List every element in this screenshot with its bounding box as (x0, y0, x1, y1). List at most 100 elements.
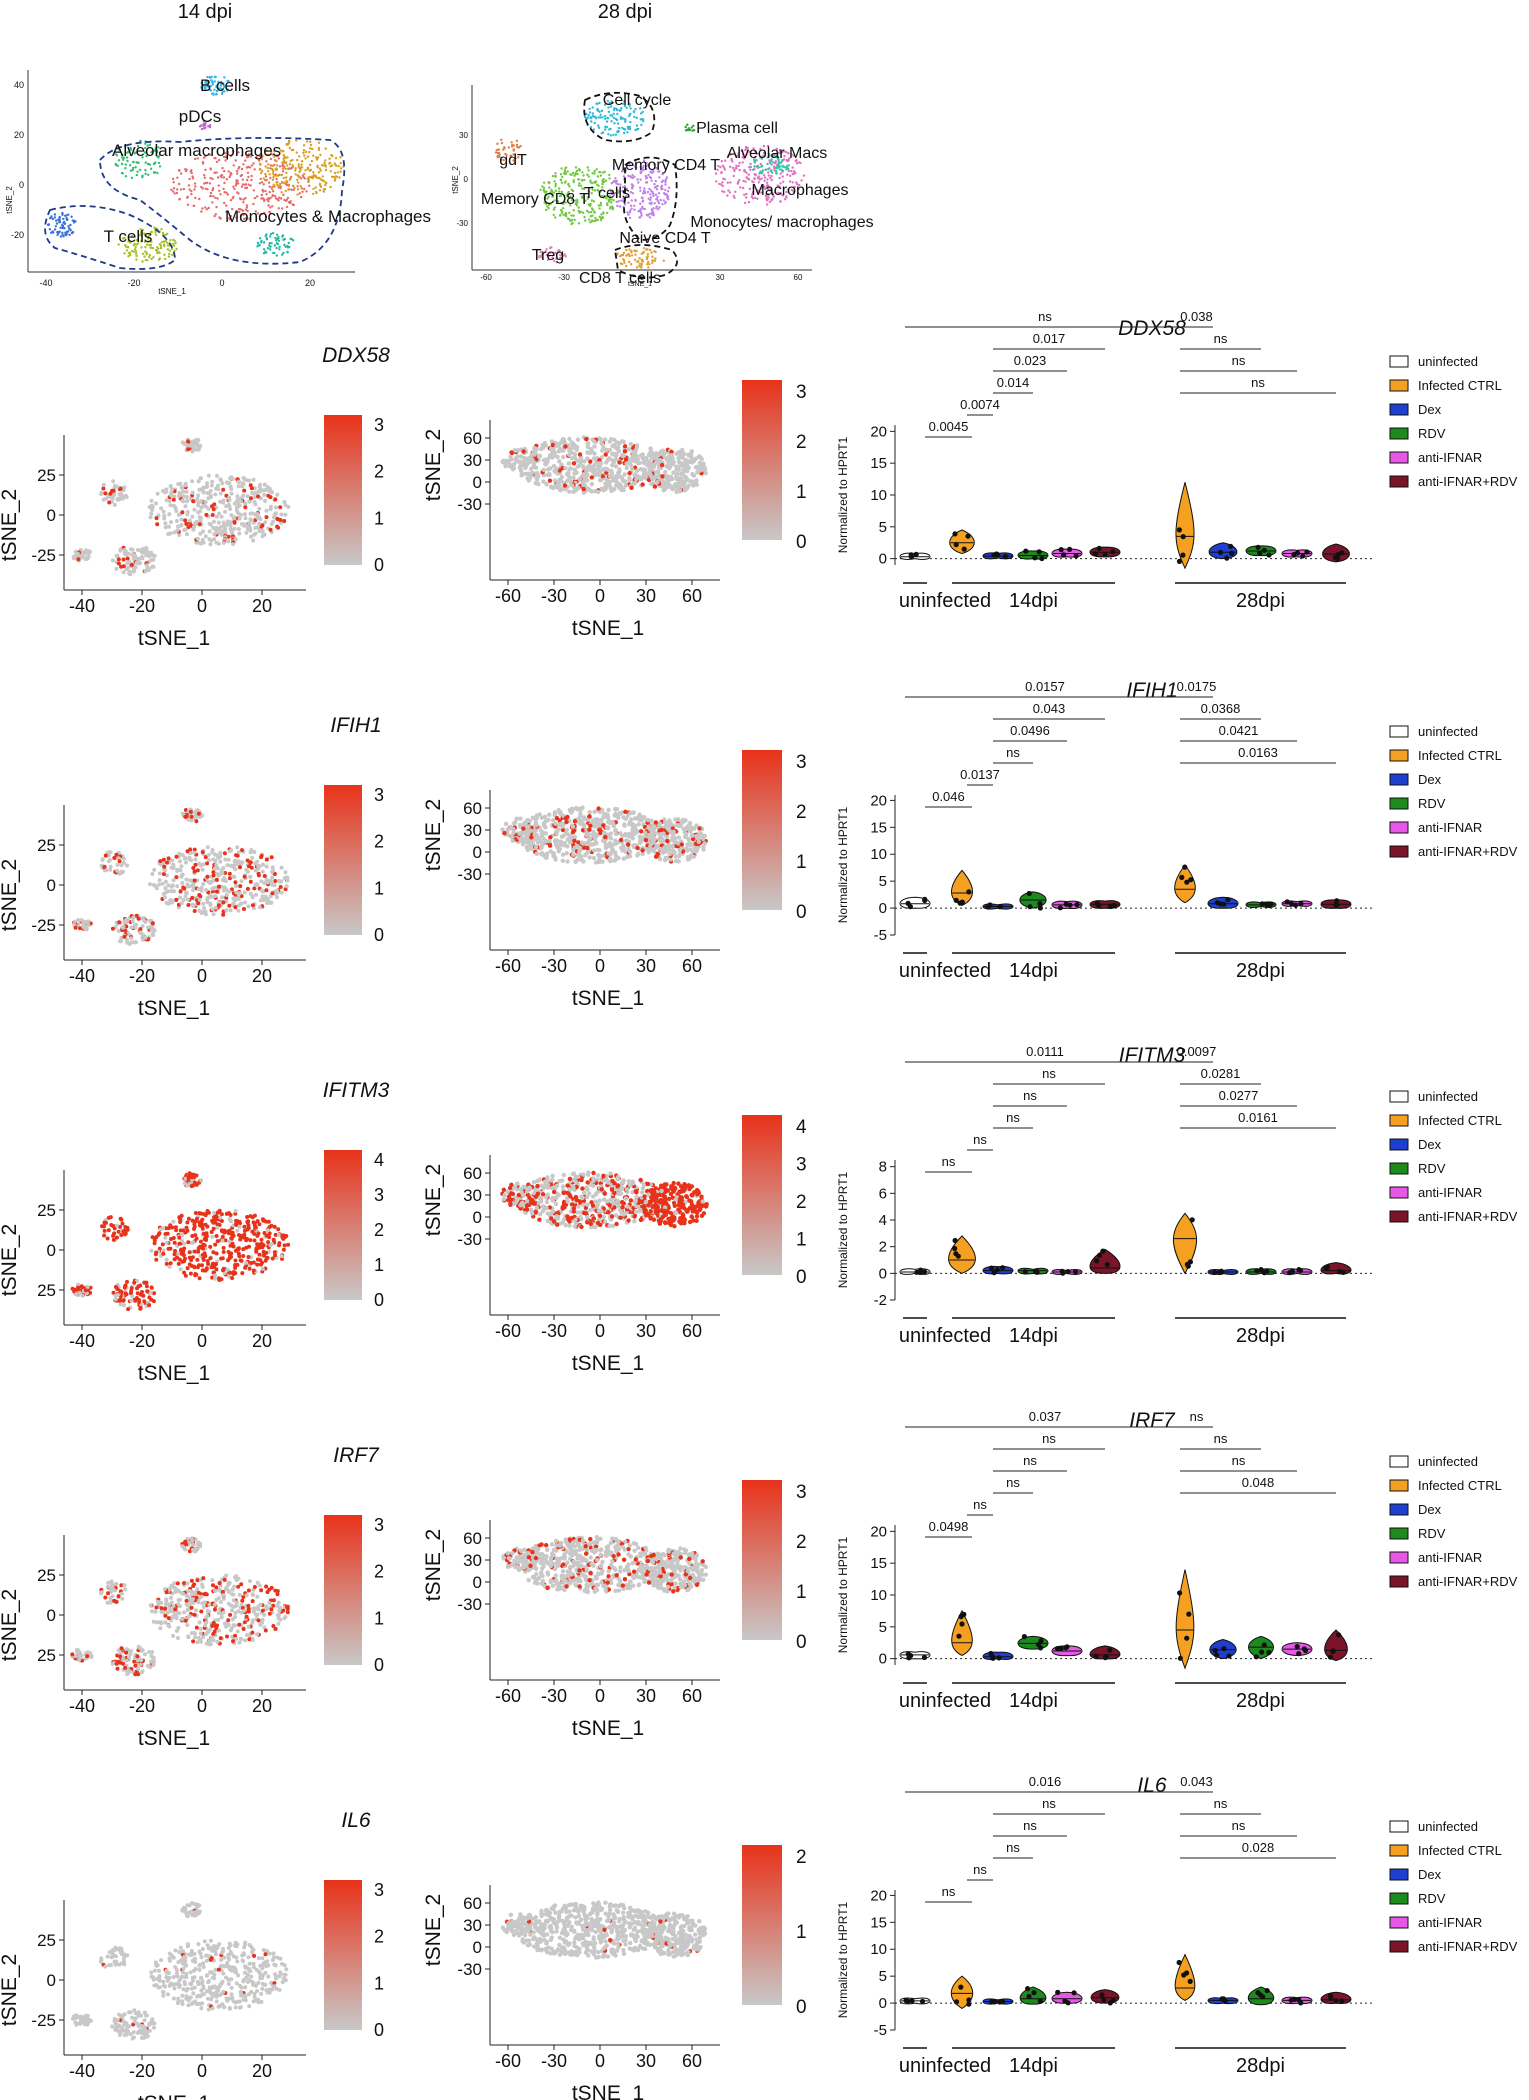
tsne14-cell-point (133, 553, 138, 558)
tsne28-cell-point (592, 451, 597, 456)
tsne14-cell-point (243, 501, 248, 506)
tsne28-cell-point (507, 462, 512, 468)
tsne14-cell-point (192, 869, 197, 874)
overview-28-cell-point (650, 201, 653, 204)
overview-28-cell-point (579, 184, 583, 187)
tsne14-cell-point (273, 497, 278, 502)
overview-14-cell-point (55, 219, 58, 222)
tsne14-cell-point (232, 859, 237, 864)
tsne28-cell-point (609, 488, 614, 494)
overview-14-cell-point (256, 245, 259, 248)
tsne14-cell-point (247, 864, 251, 869)
overview-14-cell-point (267, 170, 270, 173)
overview-14-cell-point (202, 122, 205, 126)
violin-point (1228, 543, 1234, 550)
overview-28-cell-point (600, 132, 603, 135)
overview-14-cell-point (223, 181, 226, 185)
overview-28-cell-point (633, 204, 636, 207)
tsne28-cell-point (585, 450, 590, 455)
overview-14-cell-point (324, 147, 327, 150)
tsne28-cell-point (640, 452, 645, 457)
overview-14-cell-point (200, 81, 203, 85)
overview-14-cell-point (282, 149, 285, 153)
overview-14-cell-point (265, 233, 268, 236)
overview-28-cell-point (624, 264, 628, 268)
overview-14-cell-point (59, 235, 63, 238)
overview-28-cell-point (560, 181, 564, 184)
tsne14-cell-point (210, 479, 215, 484)
overview-28-cell-point (744, 196, 748, 199)
overview-28-cell-point (664, 188, 667, 192)
tsne28-cell-point (554, 443, 559, 448)
overview-14-cell-point (234, 159, 237, 162)
overview-28-cell-point (606, 116, 610, 120)
overview-28-cell-point (559, 173, 563, 176)
tsne28-colorbar (742, 380, 782, 540)
overview-28-cell-point (775, 172, 778, 175)
tsne28-cell-point (578, 854, 583, 859)
violin-point (1176, 527, 1182, 533)
tsne14-cell-point (244, 530, 249, 535)
cluster-label-t-cells: T cells (104, 227, 153, 246)
overview-14-cell-point (338, 176, 341, 179)
tsne28-cell-point (627, 849, 633, 854)
tsne28-xtick: 60 (682, 586, 702, 606)
tsne14-cell-point (179, 517, 184, 522)
tsne28-cell-point (592, 444, 597, 449)
overview-14-cell-point (304, 150, 308, 154)
overview-14-cell-point (265, 193, 268, 196)
overview-14-cell-point (315, 191, 318, 195)
overview-28-cell-point (645, 213, 648, 216)
overview-14-cell-point (245, 204, 249, 207)
tsne28-cell-point (559, 447, 564, 452)
tsne14-cell-point (200, 538, 205, 542)
overview-14-cell-point (260, 181, 264, 184)
tsne28-cell-point (598, 437, 603, 442)
overview-28-cell-point (588, 111, 592, 114)
overview-28-cell-point (584, 219, 587, 222)
overview-14-cell-point (322, 190, 325, 193)
overview-28-cell-point (622, 131, 626, 135)
tsne14-cell-point (168, 484, 173, 488)
overview-28-cell-point (653, 182, 656, 186)
violin-point (1110, 549, 1116, 555)
overview-14-cell-point (284, 161, 287, 165)
tsne14-cell-point (218, 491, 223, 496)
overview-14-cell-point (308, 184, 311, 187)
tsne14-cell-point (161, 509, 166, 514)
overview-14-cell-point (213, 88, 216, 92)
overview-28-cell-point (659, 198, 662, 202)
tsne14-cell-point (218, 859, 223, 864)
overview-14-cell-point (143, 255, 146, 258)
overview-28-cell-point (761, 171, 764, 174)
violin-point (961, 546, 967, 552)
tsne28-cell-point (676, 459, 682, 465)
overview-14-cell-point (226, 89, 229, 92)
overview-28-cell-point (519, 145, 522, 148)
overview-28-cell-point (767, 167, 770, 171)
tsne28-cell-point (659, 462, 665, 468)
overview-28-cell-point (588, 107, 591, 111)
overview-14-cell-point (275, 181, 278, 184)
overview-14-cell-point (259, 177, 262, 181)
overview-14-cell-point (211, 177, 214, 181)
tsne28-xlabel: tSNE_1 (572, 987, 644, 1010)
overview-14-cell-point (240, 185, 244, 188)
legend-swatch (1389, 355, 1409, 368)
tsne14-cell-point (222, 875, 227, 880)
tsne14-cell-point (125, 863, 130, 868)
overview-14-cell-point (125, 156, 129, 159)
overview-14-cell-point (282, 193, 285, 197)
overview-28-cell-point (757, 176, 760, 180)
overview-14-cell-point (248, 166, 252, 169)
tsne28-cell-point (597, 461, 602, 466)
violin-stat-label: ns (1232, 353, 1246, 368)
tsne14-cell-point (196, 503, 201, 508)
overview-28-cell-point (626, 125, 630, 129)
overview-28-cell-point (559, 209, 563, 212)
violin-point (1176, 558, 1183, 565)
tsne14-cell-point (197, 897, 202, 902)
overview-14-cell-point (271, 178, 275, 181)
overview-28-cell-point (635, 116, 638, 120)
tsne14-cell-point (251, 538, 256, 543)
